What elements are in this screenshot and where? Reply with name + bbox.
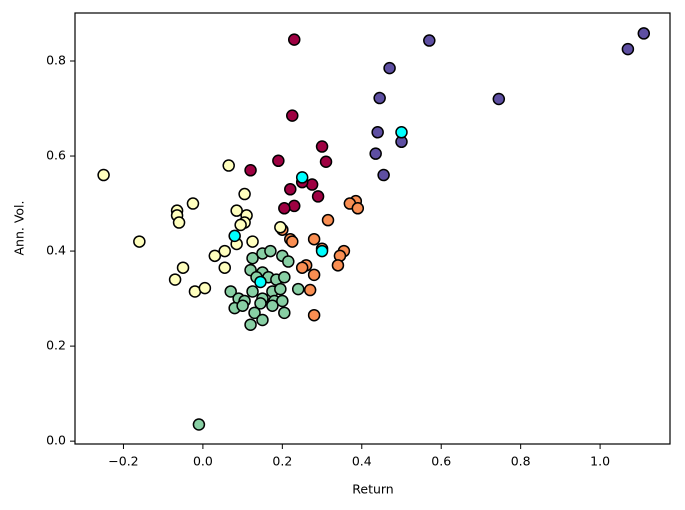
point [621,42,635,56]
point [291,282,305,296]
point [373,91,386,105]
point [272,154,285,168]
point [286,235,299,248]
y-tick-label: 0.6 [46,148,66,163]
point [288,33,301,46]
point [244,164,257,177]
y-tick-label: 0.8 [46,52,66,67]
y-tick-label: 0.4 [46,243,66,258]
point [228,229,241,243]
point [351,202,365,215]
point [248,306,261,320]
point [234,218,247,232]
x-tick-label: 0.8 [511,454,531,469]
point [284,183,297,196]
point [637,27,651,40]
y-tick-label: 0.0 [46,433,66,448]
point [97,168,110,182]
point [307,308,321,322]
point [278,202,291,215]
point [218,244,231,258]
point [295,261,309,274]
point [244,318,257,331]
point [315,140,329,153]
point [133,235,146,248]
point [321,213,335,227]
point [278,306,291,320]
point [230,204,243,217]
point [222,159,235,172]
x-tick-label: 0.6 [431,454,451,469]
point [369,147,382,160]
point [276,294,289,308]
point [319,155,333,168]
x-tick-label: 0.4 [352,454,372,469]
x-tick-label: −0.2 [108,454,138,469]
point [295,171,309,184]
point [254,275,267,289]
point [172,216,186,229]
x-tick-label: 0.0 [193,454,213,469]
point [192,418,206,431]
point [238,187,251,201]
point [176,261,190,274]
point [266,299,279,312]
point [236,299,249,312]
point [168,273,182,286]
y-axis-label: Ann. Vol. [12,200,27,255]
point [208,249,222,263]
point [246,235,259,248]
point [254,297,267,310]
point [264,244,277,258]
point [423,34,436,47]
point [303,283,317,297]
point [274,282,287,296]
point [288,199,301,213]
point [246,285,259,298]
point [377,168,390,182]
x-axis-label: Return [352,482,393,497]
point [307,268,321,282]
plot-frame [74,12,671,445]
point [224,285,237,298]
point [383,61,396,75]
point [286,109,299,122]
point [371,126,384,139]
point [315,244,329,258]
point [307,232,321,246]
point [198,281,212,295]
point [492,92,506,106]
point [246,251,259,265]
point [311,190,325,203]
point [305,178,319,191]
point [395,126,408,139]
x-tick-label: 1.0 [590,454,610,469]
point [278,270,291,284]
point [256,313,269,327]
point [331,259,345,272]
point [274,221,287,234]
x-tick-label: 0.2 [272,454,292,469]
point [218,261,231,274]
point [282,255,295,268]
point [186,197,200,210]
y-tick-label: 0.2 [46,338,66,353]
